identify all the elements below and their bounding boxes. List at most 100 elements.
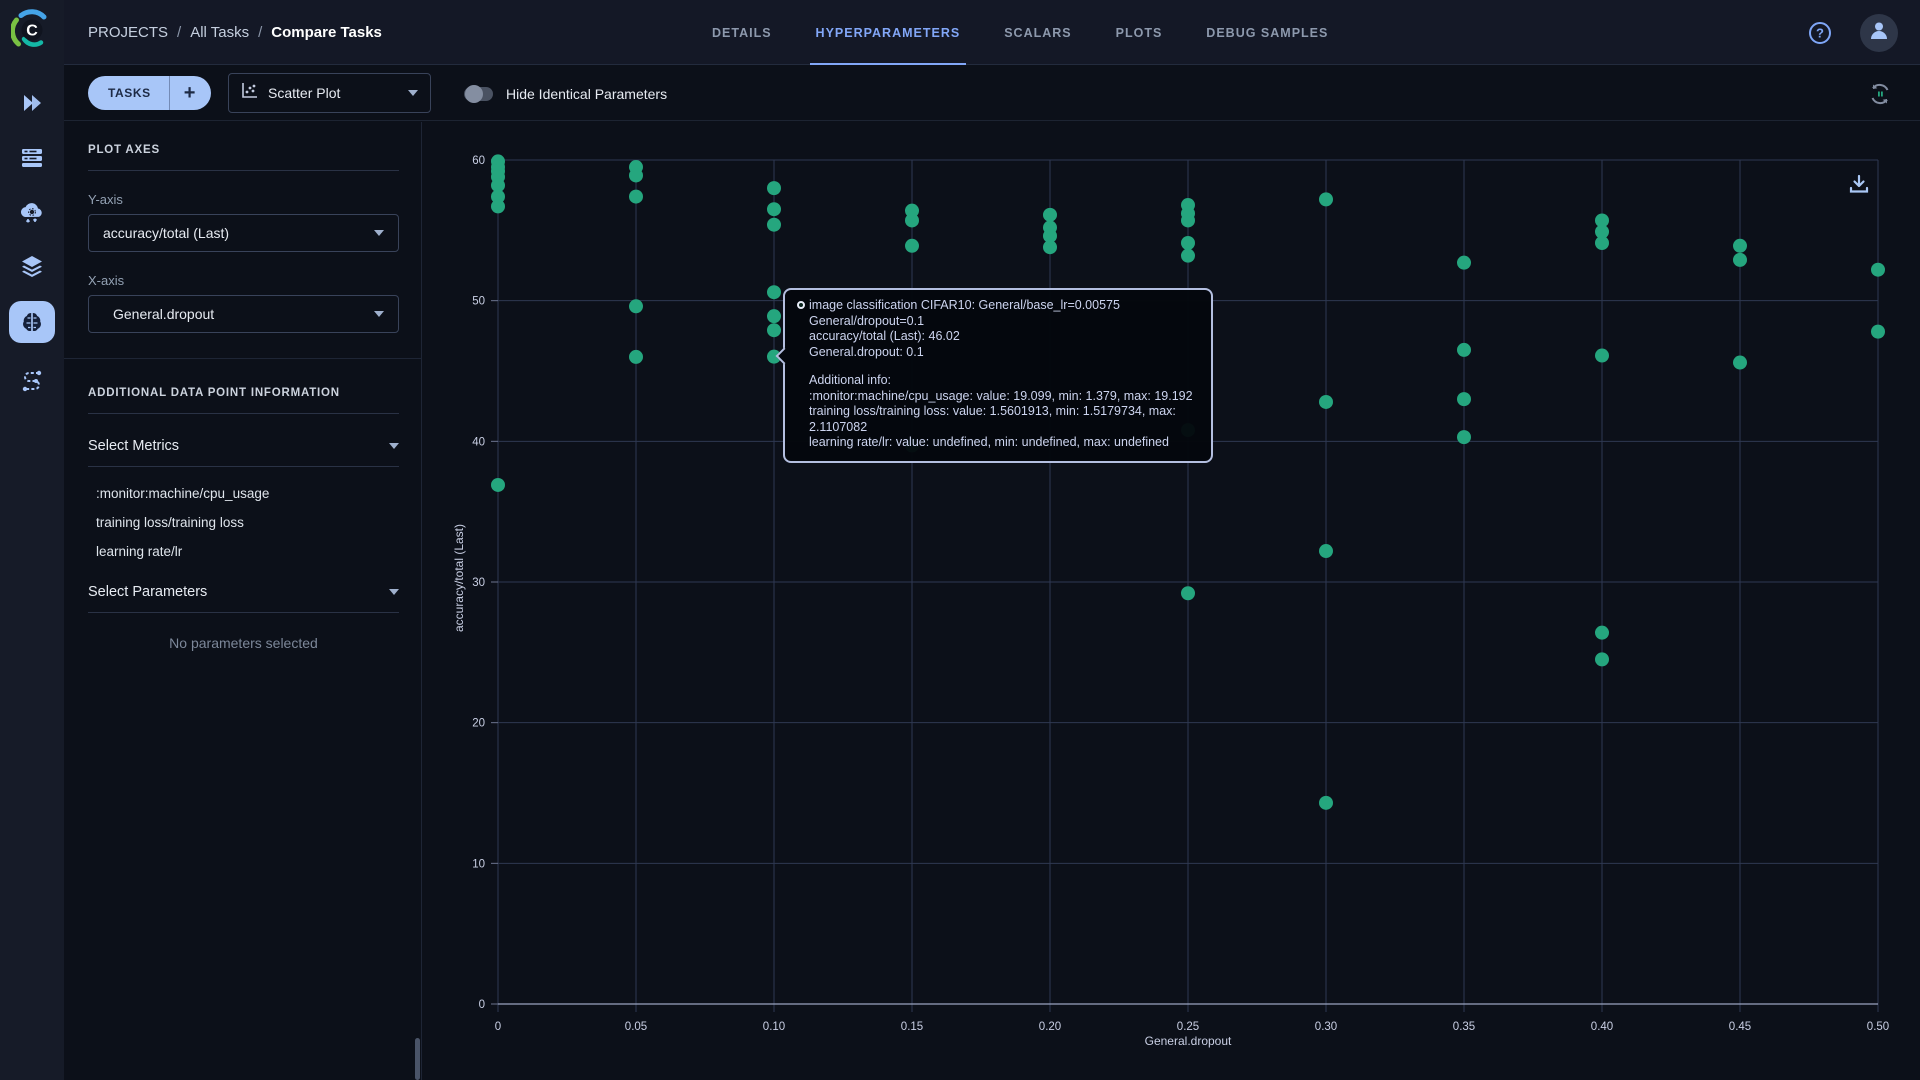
tab-debug-samples[interactable]: DEBUG SAMPLES	[1206, 25, 1329, 40]
x-tick-label: 0.20	[1039, 1021, 1061, 1033]
x-tick-label: 0.50	[1867, 1021, 1889, 1033]
sidebar-item-datasets[interactable]	[9, 245, 55, 287]
server-icon	[20, 147, 44, 169]
scatter-point[interactable]	[767, 202, 781, 217]
scatter-point[interactable]	[767, 285, 781, 300]
x-tick-label: 0.30	[1315, 1021, 1337, 1033]
scatter-point[interactable]	[1319, 795, 1333, 810]
plot-settings-panel: PLOT AXES Y-axis accuracy/total (Last) X…	[64, 122, 422, 1080]
y-tick-label: 40	[472, 436, 485, 448]
sidebar-item-experiments[interactable]	[9, 301, 55, 343]
scatter-point[interactable]	[491, 178, 505, 193]
scatter-point[interactable]	[1595, 348, 1609, 363]
scatter-point[interactable]	[1457, 255, 1471, 270]
scatter-point[interactable]	[629, 189, 643, 204]
scatter-point[interactable]	[1595, 625, 1609, 640]
scatter-point[interactable]	[1319, 394, 1333, 409]
breadcrumb-separator: /	[177, 24, 182, 41]
scatter-plot-area: 0 0.05 0.10 0.15 0.20 0.25 0.30 0.35 0.40 0.45 0.5…	[422, 122, 1920, 1080]
tab-hyperparameters[interactable]: HYPERPARAMETERS	[809, 0, 966, 65]
sidebar-item-pipelines[interactable]	[9, 359, 55, 401]
scatter-point[interactable]	[1871, 262, 1885, 277]
scatter-point[interactable]	[1319, 192, 1333, 207]
chevron-down-icon	[374, 230, 384, 236]
scatter-point[interactable]	[1181, 248, 1195, 263]
scatter-point[interactable]	[491, 477, 505, 492]
tooltip-title: image classification CIFAR10: General/ba…	[809, 298, 1120, 328]
x-axis-title: General.dropout	[1144, 1034, 1232, 1048]
y-axis-label: Y-axis	[88, 192, 123, 207]
scatter-point[interactable]	[767, 217, 781, 232]
sidebar-item-queues[interactable]	[9, 137, 55, 179]
y-tick-label: 0	[479, 999, 485, 1011]
scatter-point[interactable]	[1181, 586, 1195, 601]
scatter-point[interactable]	[905, 213, 919, 228]
scatter-point[interactable]	[491, 199, 505, 214]
user-avatar[interactable]	[1860, 13, 1898, 52]
scatter-point[interactable]	[1319, 544, 1333, 559]
scatter-point[interactable]	[1457, 342, 1471, 357]
scatter-point[interactable]	[491, 189, 505, 204]
scatter-point[interactable]	[905, 203, 919, 218]
breadcrumb-item[interactable]: All Tasks	[190, 24, 250, 41]
tooltip-line: General.dropout: 0.1	[809, 344, 924, 359]
scatter-point[interactable]	[1457, 392, 1471, 407]
x-tick-label: 0.45	[1729, 1021, 1751, 1033]
select-parameters-dropdown[interactable]: Select Parameters	[88, 584, 399, 600]
x-tick-label: 0.15	[901, 1021, 923, 1033]
y-axis-select[interactable]: accuracy/total (Last)	[88, 214, 399, 252]
clearml-logo[interactable]: C	[10, 9, 53, 51]
scatter-point[interactable]	[1733, 355, 1747, 370]
panel-scrollbar[interactable]	[415, 1038, 420, 1080]
tab-plots[interactable]: PLOTS	[1115, 25, 1163, 40]
scatter-point[interactable]	[1043, 207, 1057, 222]
breadcrumb: PROJECTS / All Tasks / Compare Tasks	[88, 0, 382, 65]
x-axis-select[interactable]: General.dropout	[88, 295, 399, 333]
scatter-point[interactable]	[905, 238, 919, 253]
add-task-button[interactable]: +	[183, 81, 196, 104]
scatter-point[interactable]	[767, 323, 781, 338]
sidebar-item-workers-services[interactable]	[9, 192, 55, 234]
header: PROJECTS / All Tasks / Compare Tasks DETAILS…	[64, 0, 1920, 65]
scatter-point[interactable]	[767, 181, 781, 196]
tooltip-additional-info-label: Additional info:	[809, 373, 892, 387]
scatter-point[interactable]	[1595, 235, 1609, 250]
chevron-down-icon	[389, 443, 399, 449]
metric-item[interactable]: :monitor:machine/cpu_usage	[96, 486, 270, 501]
scatter-point[interactable]	[1733, 252, 1747, 267]
data-point-tooltip: image classification CIFAR10: General/ba…	[775, 288, 1213, 463]
scatter-point[interactable]	[1871, 324, 1885, 339]
breadcrumb-item[interactable]: Compare Tasks	[271, 24, 382, 41]
hide-identical-toggle[interactable]	[464, 84, 493, 103]
x-tick-label: 0.35	[1453, 1021, 1475, 1033]
tab-details[interactable]: DETAILS	[712, 25, 772, 40]
metric-item[interactable]: training loss/training loss	[96, 515, 244, 530]
scatter-point[interactable]	[629, 299, 643, 314]
scatter-point[interactable]	[1595, 652, 1609, 667]
scatter-point[interactable]	[1043, 240, 1057, 255]
scatter-point[interactable]	[1595, 213, 1609, 228]
help-button[interactable]: ?	[1808, 21, 1832, 45]
tooltip-line: accuracy/total (Last): 46.02	[809, 329, 960, 343]
sidebar-item-projects[interactable]	[9, 82, 55, 124]
tasks-button[interactable]: TASKS	[108, 86, 151, 100]
scatter-point[interactable]	[629, 349, 643, 364]
select-metrics-dropdown[interactable]: Select Metrics	[88, 438, 399, 454]
metric-item[interactable]: learning rate/lr	[96, 544, 183, 559]
scatter-point[interactable]	[1457, 430, 1471, 445]
plot-type-select[interactable]: Scatter Plot	[228, 73, 431, 113]
scatter-point[interactable]	[1595, 224, 1609, 239]
scatter-point[interactable]	[629, 168, 643, 183]
scatter-point[interactable]	[1181, 235, 1195, 250]
tab-scalars[interactable]: SCALARS	[1004, 25, 1072, 40]
layers-icon	[19, 254, 45, 278]
svg-text:?: ?	[1816, 25, 1824, 40]
plot-axes-title: PLOT AXES	[88, 144, 160, 156]
scatter-point[interactable]	[1733, 238, 1747, 253]
scatter-point[interactable]	[1181, 213, 1195, 228]
scatter-point[interactable]	[767, 309, 781, 324]
scatter-point[interactable]	[1043, 228, 1057, 243]
download-plot-icon[interactable]	[1847, 172, 1871, 196]
auto-refresh-icon[interactable]	[1868, 82, 1892, 106]
breadcrumb-item[interactable]: PROJECTS	[88, 24, 169, 41]
